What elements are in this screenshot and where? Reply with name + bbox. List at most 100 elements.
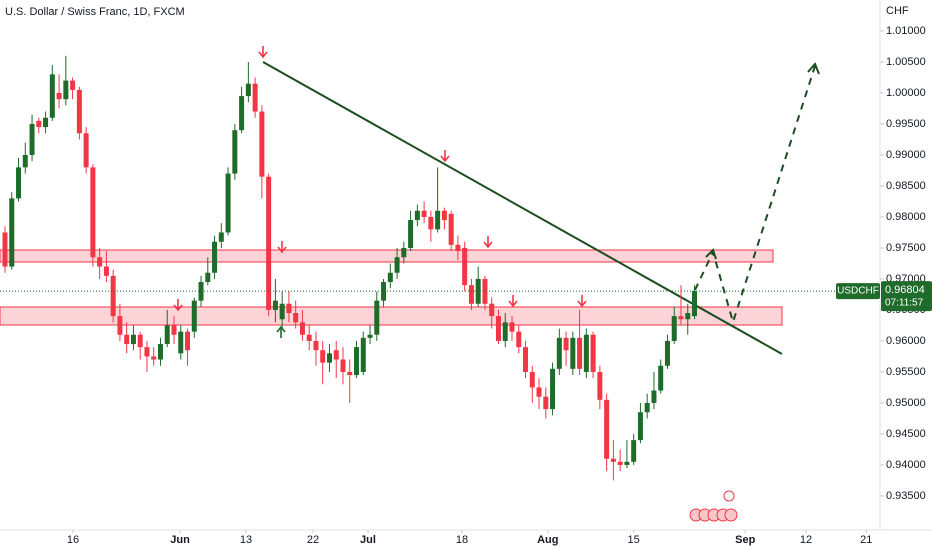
candle-body xyxy=(692,291,698,317)
projection-arrowhead xyxy=(705,248,717,260)
down-arrow xyxy=(440,150,450,163)
candle-body xyxy=(130,334,136,345)
x-tick-label: Sep xyxy=(735,534,755,546)
candle-body xyxy=(272,300,278,310)
candle-body xyxy=(482,278,488,304)
candle-body xyxy=(97,257,103,267)
down-arrow xyxy=(277,241,287,254)
y-tick-label: 0.99500 xyxy=(886,118,926,130)
candle-body xyxy=(523,347,529,372)
projection-arrowhead xyxy=(807,62,820,75)
candle-body xyxy=(259,111,265,177)
candle-body xyxy=(563,337,569,351)
price-tag-label: 0.96804 xyxy=(885,284,925,296)
candle-body xyxy=(205,272,211,283)
candle-body xyxy=(266,176,272,310)
event-icon xyxy=(724,508,738,522)
candle-body xyxy=(103,266,109,276)
candle-body xyxy=(617,461,623,465)
candle-body xyxy=(124,334,130,345)
down-arrow xyxy=(508,295,518,308)
down-arrow xyxy=(173,299,183,312)
candle-body xyxy=(286,303,292,314)
x-tick-label: 16 xyxy=(67,534,79,546)
candle-body xyxy=(185,331,191,351)
candle-body xyxy=(509,322,515,332)
event-icons xyxy=(689,490,738,522)
x-tick-label: 13 xyxy=(240,534,252,546)
candle-body xyxy=(495,316,501,341)
candle-body xyxy=(671,316,677,341)
candle-body xyxy=(191,300,197,332)
candle-body xyxy=(448,213,454,245)
candle-body xyxy=(489,303,495,317)
candle-body xyxy=(529,371,535,388)
candle-body xyxy=(212,241,218,273)
candle-body xyxy=(516,331,522,348)
candle-body xyxy=(333,350,339,360)
candle-body xyxy=(360,337,366,372)
candle-body xyxy=(664,340,670,366)
candle-body xyxy=(137,334,143,348)
chart-title: U.S. Dollar / Swiss Franc, 1D, FXCM xyxy=(5,6,185,18)
support-zone xyxy=(0,306,783,326)
symbol-tag xyxy=(836,283,880,300)
candle-body xyxy=(2,232,8,267)
candle-body xyxy=(435,210,441,230)
up-arrow xyxy=(276,325,286,338)
x-tick-label: Jun xyxy=(170,534,190,546)
candle-body xyxy=(340,359,346,372)
y-tick-label: 0.95500 xyxy=(886,366,926,378)
candle-body xyxy=(245,83,251,97)
candle-body xyxy=(306,334,312,341)
down-arrow xyxy=(258,46,268,59)
candle-body xyxy=(313,340,319,351)
candle-body xyxy=(293,313,299,323)
candle-body xyxy=(164,325,170,345)
candle-body xyxy=(536,387,542,397)
candle-body xyxy=(590,334,596,372)
candle-body xyxy=(374,300,380,335)
candle-body xyxy=(651,390,657,403)
candle-body xyxy=(462,247,468,286)
candle-body xyxy=(347,371,353,376)
candle-body xyxy=(394,257,400,273)
currency-label: CHF xyxy=(886,5,909,17)
candle-body xyxy=(252,83,258,112)
candle-body xyxy=(624,461,630,465)
candle-body xyxy=(550,368,556,410)
candle-body xyxy=(556,337,562,369)
candle-body xyxy=(658,365,664,391)
candle-body xyxy=(299,322,305,335)
candle-body xyxy=(421,210,427,217)
candle-body xyxy=(387,272,393,283)
candle-body xyxy=(76,89,82,134)
y-tick-label: 0.96000 xyxy=(886,335,926,347)
candle-body xyxy=(408,220,414,248)
event-icon xyxy=(723,490,735,502)
candle-body xyxy=(232,130,238,174)
candle-body xyxy=(597,371,603,400)
candle-body xyxy=(22,154,28,168)
candle-body xyxy=(583,334,589,372)
candle-body xyxy=(678,316,684,320)
candle-body xyxy=(468,285,474,304)
candle-body xyxy=(29,123,35,155)
countdown-label: 07:11:57 xyxy=(885,298,924,309)
candle-body xyxy=(36,120,42,128)
candle-body xyxy=(631,440,637,462)
candle-body xyxy=(90,167,96,258)
candle-body xyxy=(144,347,150,357)
candle-body xyxy=(171,325,177,335)
x-tick-label: Jul xyxy=(360,534,376,546)
candle-body xyxy=(604,399,610,459)
resistance-zone xyxy=(0,249,774,263)
symbol-tag-label: USDCHF xyxy=(837,286,879,297)
projection-path xyxy=(694,65,816,326)
x-tick-label: 21 xyxy=(860,534,872,546)
candle-body xyxy=(70,80,76,90)
candle-body xyxy=(110,275,116,317)
candle-body xyxy=(441,210,447,221)
candle-body xyxy=(401,247,407,258)
candle-body xyxy=(381,282,387,301)
